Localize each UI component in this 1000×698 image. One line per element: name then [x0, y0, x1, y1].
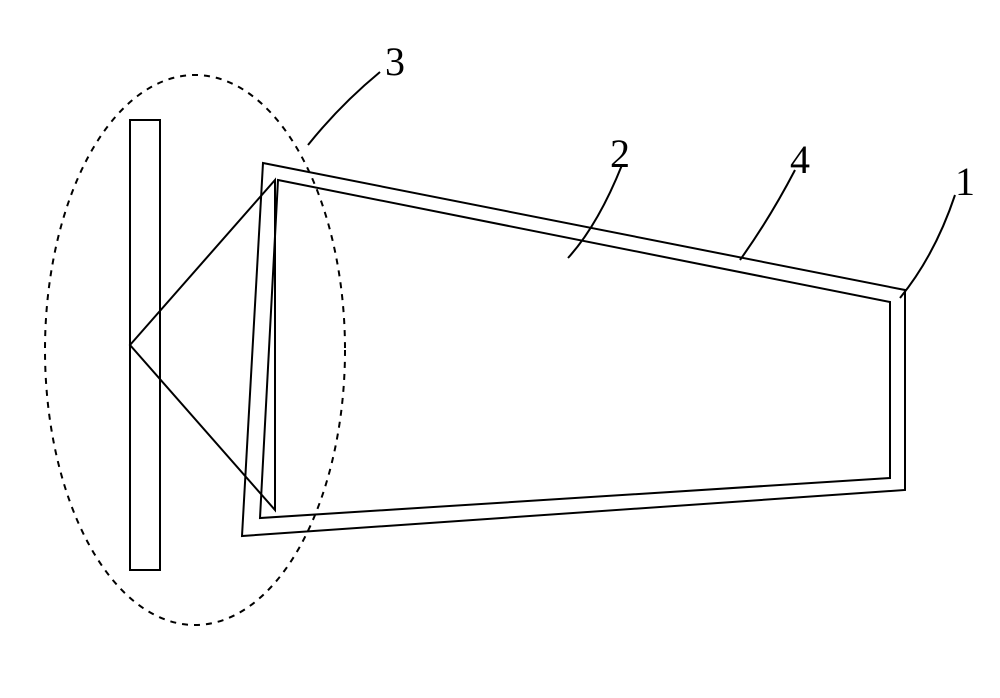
leader-4	[740, 170, 795, 260]
label-1: 1	[955, 158, 975, 205]
dashed-ellipse	[45, 75, 345, 625]
label-4: 4	[790, 136, 810, 183]
leader-3	[308, 72, 380, 145]
plate	[130, 120, 160, 570]
label-2: 2	[610, 130, 630, 177]
leader-1	[900, 195, 955, 298]
trapezoid-inner	[260, 180, 890, 518]
diagram-canvas	[0, 0, 1000, 698]
trapezoid-outer	[242, 163, 905, 536]
label-3: 3	[385, 38, 405, 85]
